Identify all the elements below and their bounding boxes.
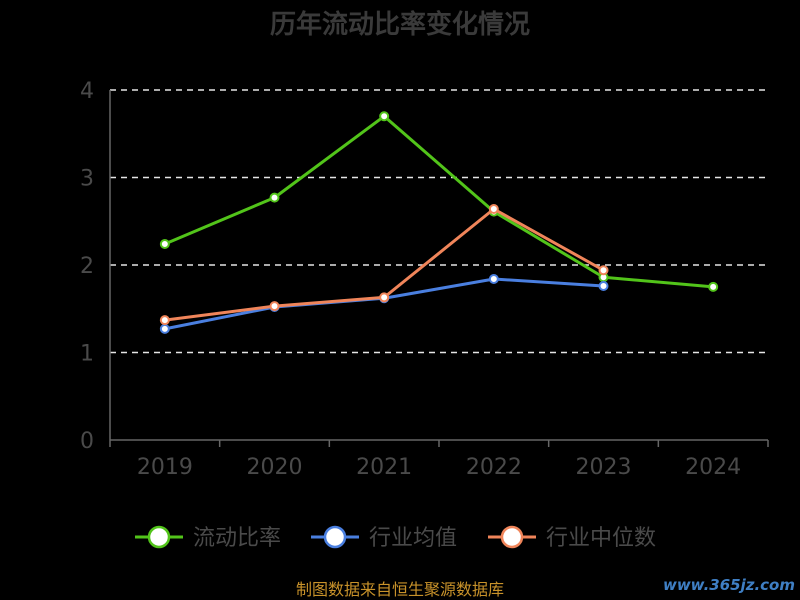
series-line-0: [164, 114, 714, 289]
legend: 流动比率 行业均值 行业中位数: [135, 525, 656, 551]
y-tick-label: 4: [80, 79, 94, 104]
x-tick-label: 2019: [137, 455, 193, 480]
x-tick-label: 2020: [247, 455, 303, 480]
series-line-2: [164, 207, 605, 322]
x-tick-label: 2023: [576, 455, 632, 480]
axes: 0 1 2 3 4 2019 2020 2021 2022 2023 2024: [80, 79, 769, 480]
legend-label-0: 流动比率: [193, 526, 281, 551]
data-point-1: [159, 323, 170, 334]
series-layer: [159, 111, 719, 334]
data-point-0: [379, 111, 390, 122]
legend-label-2: 行业中位数: [546, 526, 656, 551]
series-line-1: [164, 277, 604, 331]
y-tick-label: 1: [80, 342, 94, 367]
watermark: www.365jz.com: [663, 576, 795, 594]
y-tick-label: 0: [80, 429, 94, 454]
legend-label-1: 行业均值: [369, 526, 457, 551]
x-tick-label: 2024: [685, 455, 741, 480]
data-point-2: [488, 204, 499, 214]
data-point-2: [598, 265, 609, 276]
x-tick-label: 2022: [466, 455, 522, 480]
data-point-2: [159, 315, 170, 326]
legend-marker-2: [500, 525, 524, 549]
x-tick-label: 2021: [356, 455, 412, 480]
data-point-0: [269, 192, 280, 203]
data-point-1: [488, 274, 499, 284]
source-note: 制图数据来自恒生聚源数据库: [296, 580, 504, 599]
data-point-2: [269, 301, 280, 312]
legend-marker-1: [323, 525, 347, 549]
legend-marker-0: [147, 525, 171, 549]
y-tick-label: 3: [80, 167, 94, 192]
chart-title: 历年流动比率变化情况: [270, 9, 530, 40]
data-point-0: [159, 239, 170, 249]
data-point-0: [708, 281, 719, 292]
data-point-1: [598, 281, 609, 291]
y-tick-label: 2: [80, 254, 94, 279]
data-point-2: [379, 292, 390, 303]
